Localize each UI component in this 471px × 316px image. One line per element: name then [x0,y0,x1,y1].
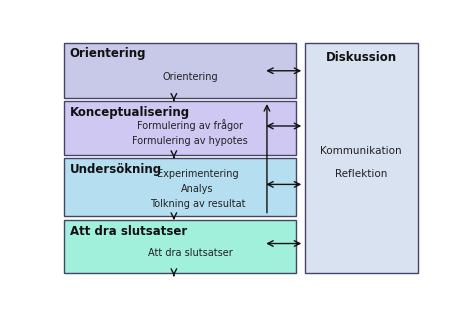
Bar [65,221,296,273]
Text: Orientering: Orientering [70,47,146,60]
Text: Formulering av frågor
Formulering av hypotes: Formulering av frågor Formulering av hyp… [132,119,248,146]
Bar [305,43,418,273]
Text: Reflektion: Reflektion [335,169,387,179]
Text: Kommunikation: Kommunikation [320,146,402,156]
Text: Experimentering
Analys
Tolkning av resultat: Experimentering Analys Tolkning av resul… [150,169,245,209]
Text: Diskussion: Diskussion [325,51,397,64]
Text: Att dra slutsatser: Att dra slutsatser [70,225,187,238]
Text: Orientering: Orientering [162,72,218,82]
Text: Undersökning: Undersökning [70,163,162,176]
Bar [65,158,296,216]
Text: Att dra slutsatser: Att dra slutsatser [148,248,233,258]
Bar [65,101,296,155]
Text: Konceptualisering: Konceptualisering [70,106,190,118]
Bar [65,43,296,98]
